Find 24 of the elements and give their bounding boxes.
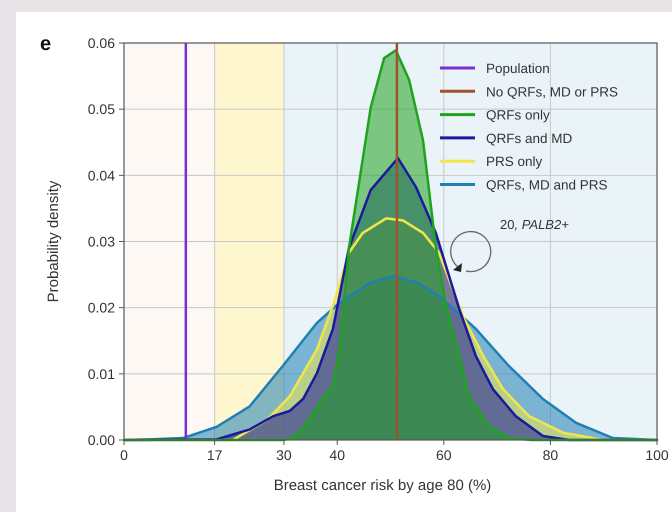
- x-tick-label: 100: [645, 447, 669, 463]
- legend-label: No QRFs, MD or PRS: [486, 84, 618, 100]
- x-tick-label: 17: [206, 447, 223, 463]
- y-tick-label: 0.06: [88, 35, 116, 51]
- legend-label: QRFs, MD and PRS: [486, 178, 608, 192]
- y-tick-label: 0.04: [88, 167, 116, 184]
- chart-title: e: [40, 33, 52, 55]
- annotation: 20, PALB2+: [500, 217, 570, 232]
- x-axis-title: Breast cancer risk by age 80 (%): [274, 477, 492, 494]
- legend-label: QRFs and MD: [486, 130, 573, 146]
- x-tick-label: 0: [120, 447, 128, 463]
- y-axis-title: Probability density: [45, 180, 62, 302]
- x-tick-label: 30: [276, 447, 292, 463]
- y-tick-label: 0.02: [88, 300, 116, 316]
- y-tick-label: 0.03: [88, 234, 116, 250]
- y-tick-label: 0.00: [88, 432, 116, 448]
- legend-label: PRS only: [486, 154, 543, 170]
- y-tick-label: 0.01: [88, 366, 116, 382]
- legend-label: Population: [486, 61, 550, 76]
- legend-label: QRFs only: [486, 108, 550, 123]
- x-tick-label: 80: [542, 447, 558, 463]
- y-tick-label: 0.05: [88, 101, 116, 118]
- x-tick-label: 60: [436, 447, 452, 463]
- x-tick-label: 40: [329, 447, 346, 463]
